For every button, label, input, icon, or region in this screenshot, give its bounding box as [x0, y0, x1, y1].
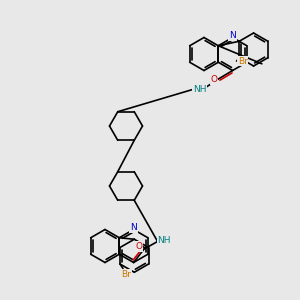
- Text: O: O: [135, 242, 142, 251]
- Text: NH: NH: [158, 236, 171, 245]
- Text: N: N: [229, 32, 236, 40]
- Text: O: O: [211, 75, 218, 84]
- Text: Br: Br: [121, 270, 131, 279]
- Text: N: N: [130, 223, 137, 232]
- Text: Br: Br: [238, 57, 248, 66]
- Text: NH: NH: [193, 85, 206, 94]
